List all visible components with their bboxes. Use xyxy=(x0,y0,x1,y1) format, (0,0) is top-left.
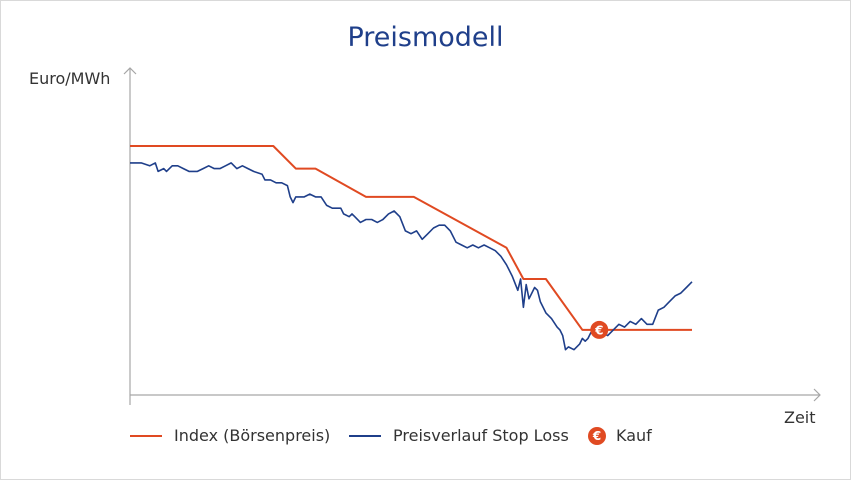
legend-item-stop-loss: Preisverlauf Stop Loss xyxy=(349,426,569,445)
legend: Index (Börsenpreis) Preisverlauf Stop Lo… xyxy=(0,426,851,450)
x-axis-arrow xyxy=(813,388,821,402)
legend-item-kauf: € Kauf xyxy=(588,426,652,445)
legend-label-kauf: Kauf xyxy=(616,426,652,445)
chart-title: Preismodell xyxy=(347,22,504,53)
axes xyxy=(123,67,821,405)
legend-swatch-index xyxy=(130,434,162,437)
y-axis-label: Euro/MWh xyxy=(29,69,111,88)
legend-swatch-stop-loss xyxy=(349,434,381,437)
legend-label-index: Index (Börsenpreis) xyxy=(174,426,331,445)
x-axis-label: Zeit xyxy=(784,408,816,427)
legend-item-index: Index (Börsenpreis) xyxy=(130,426,330,445)
series-line-stop-loss xyxy=(130,162,693,351)
series-line-index xyxy=(130,145,692,331)
series-layer xyxy=(130,145,693,351)
legend-label-stop-loss: Preisverlauf Stop Loss xyxy=(393,426,569,445)
marker-layer: € xyxy=(590,320,609,339)
y-axis-arrow xyxy=(123,67,137,75)
euro-icon: € xyxy=(594,323,603,337)
euro-icon: € xyxy=(588,426,606,445)
kauf-marker xyxy=(590,320,609,339)
